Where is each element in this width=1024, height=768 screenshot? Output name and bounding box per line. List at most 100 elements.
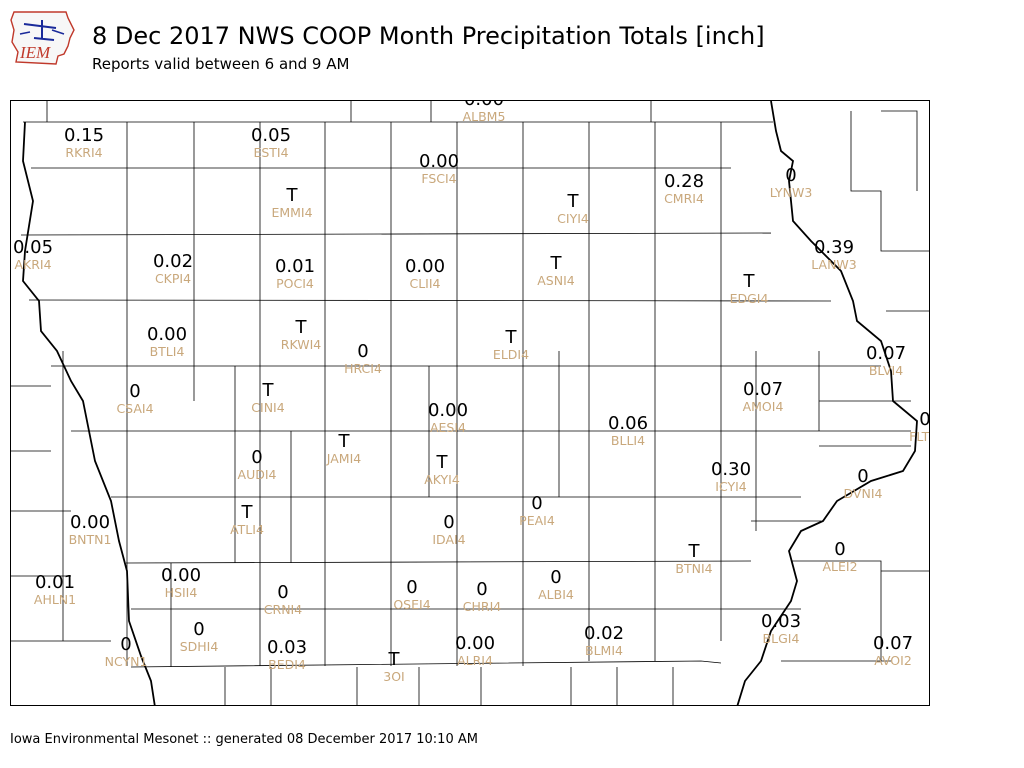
station-id: BLMI4 <box>585 643 623 658</box>
station-value: 0.15 <box>63 125 105 146</box>
station-alri4: 0.00 ALRI4 <box>455 635 495 668</box>
station-flti2: 0FLTI2 <box>909 411 930 444</box>
station-lynw3: 0 LYNW3 <box>770 167 813 200</box>
station-value: 0 <box>251 447 263 468</box>
iowa-state-outline-icon: IEM <box>10 11 75 65</box>
station-ciyi4: T CIYI4 <box>557 193 589 226</box>
station-id: IDAI4 <box>432 532 466 547</box>
station-id: SDHI4 <box>179 639 219 654</box>
station-avoi2: 0.07 AVOI2 <box>873 635 913 668</box>
station-rkwi4: T RKWI4 <box>281 319 321 352</box>
station-id: BEDI4 <box>268 657 306 672</box>
station-id: BTLI4 <box>149 344 185 359</box>
station-value: 0.03 <box>760 611 802 632</box>
station-id: CHRI4 <box>462 599 502 614</box>
station-id: 3OI <box>383 669 405 684</box>
station-value: 0.05 <box>250 125 292 146</box>
station-id: FLTI2 <box>909 429 930 444</box>
station-eldi4: T ELDI4 <box>493 329 529 362</box>
station-value: 0 <box>406 577 418 598</box>
station-fsci4: 0.00 FSCI4 <box>419 153 459 186</box>
station-blvi4: 0.07 BLVI4 <box>866 345 906 378</box>
station-id: AKRI4 <box>14 257 52 272</box>
station-albi4: 0 ALBI4 <box>538 569 574 602</box>
station-alei2: 0 ALEI2 <box>822 541 857 574</box>
station-cmri4: 0.28 CMRI4 <box>664 173 704 206</box>
station-value: T <box>262 380 274 401</box>
station-value: 0.00 <box>69 512 111 533</box>
station-poci4: 0.01 POCI4 <box>275 258 315 291</box>
station-id: ALRI4 <box>457 653 493 668</box>
station-id: ASNI4 <box>537 273 575 288</box>
station-amoi4: 0.07 AMOI4 <box>743 381 784 414</box>
station-aesi4: 0.00 AESI4 <box>428 402 468 435</box>
station-id: EDGI4 <box>729 291 769 306</box>
station-value: 0 <box>857 466 869 487</box>
station-id: HSII4 <box>164 585 198 600</box>
station-id: ESTI4 <box>253 145 289 160</box>
station-value: 0 <box>357 341 369 362</box>
station-value: 0.05 <box>12 237 54 258</box>
station-id: ALBM5 <box>462 109 506 124</box>
station-id: BNTN1 <box>68 532 112 547</box>
station-id: BLGI4 <box>762 631 800 646</box>
station-id: BLVI4 <box>868 363 904 378</box>
station-sdhi4: 0 SDHI4 <box>180 621 219 654</box>
station-id: ATLI4 <box>230 522 264 537</box>
station-value: 0.00 <box>454 633 496 654</box>
station-value: 0.00 <box>160 565 202 586</box>
station-value: 0 <box>785 165 797 186</box>
station-id: EMMI4 <box>271 205 313 220</box>
station-value: 0 <box>476 579 488 600</box>
station-value: 0.02 <box>152 251 194 272</box>
footer-credit: Iowa Environmental Mesonet :: generated … <box>10 732 478 747</box>
station-btni4: T BTNI4 <box>675 543 712 576</box>
station-value: T <box>436 452 448 473</box>
station-value: 0.00 <box>404 256 446 277</box>
station-value: 0 <box>129 381 141 402</box>
station-id: FSCI4 <box>421 171 457 186</box>
station-id: CINI4 <box>251 400 285 415</box>
station-id: CSAI4 <box>116 401 154 416</box>
station-id: JAMI4 <box>326 451 362 466</box>
station-id: POCI4 <box>276 276 314 291</box>
station-cini4: T CINI4 <box>251 382 284 415</box>
station-value: 0.02 <box>583 623 625 644</box>
station-value: 0.00 <box>427 400 469 421</box>
station-id: RKRI4 <box>65 145 103 160</box>
station-value: T <box>286 185 298 206</box>
station-value: 0 <box>193 619 205 640</box>
station-value: T <box>550 253 562 274</box>
station-value: 0.07 <box>872 633 914 654</box>
station-peai4: 0 PEAI4 <box>519 495 555 528</box>
station-lanw3: 0.39 LANW3 <box>811 239 856 272</box>
station-id: HRCI4 <box>344 361 382 376</box>
station-icyi4: 0.30 ICYI4 <box>711 461 751 494</box>
station-albm5: 0.00ALBM5 <box>462 101 506 124</box>
station-value: T <box>567 191 579 212</box>
station-value: 0 <box>550 567 562 588</box>
station-akyi4: T AKYI4 <box>424 454 460 487</box>
station-id: LANW3 <box>811 257 857 272</box>
station-id: AUDI4 <box>237 467 277 482</box>
station-ncyn1: 0 NCYN1 <box>105 636 148 669</box>
station-id: CIYI4 <box>557 211 589 226</box>
station-value: T <box>388 649 400 670</box>
station-crni4: 0 CRNI4 <box>264 584 302 617</box>
map-title: 8 Dec 2017 NWS COOP Month Precipitation … <box>92 22 765 50</box>
station-value: 0.06 <box>607 413 649 434</box>
station-id: CRNI4 <box>263 602 303 617</box>
station-blli4: 0.06 BLLI4 <box>608 415 648 448</box>
station-btli4: 0.00 BTLI4 <box>147 326 187 359</box>
station-value: 0 <box>443 512 455 533</box>
station-osei4: 0 OSEI4 <box>393 579 430 612</box>
station-value: 0.30 <box>710 459 752 480</box>
station-value: T <box>241 502 253 523</box>
svg-text:IEM: IEM <box>19 43 51 62</box>
station-id: ALBI4 <box>538 587 574 602</box>
station-value: 0.03 <box>266 637 308 658</box>
station-ckpi4: 0.02 CKPI4 <box>153 253 193 286</box>
station-id: AMOI4 <box>742 399 784 414</box>
map-subtitle: Reports valid between 6 and 9 AM <box>92 55 350 73</box>
station-id: ALEI2 <box>822 559 858 574</box>
